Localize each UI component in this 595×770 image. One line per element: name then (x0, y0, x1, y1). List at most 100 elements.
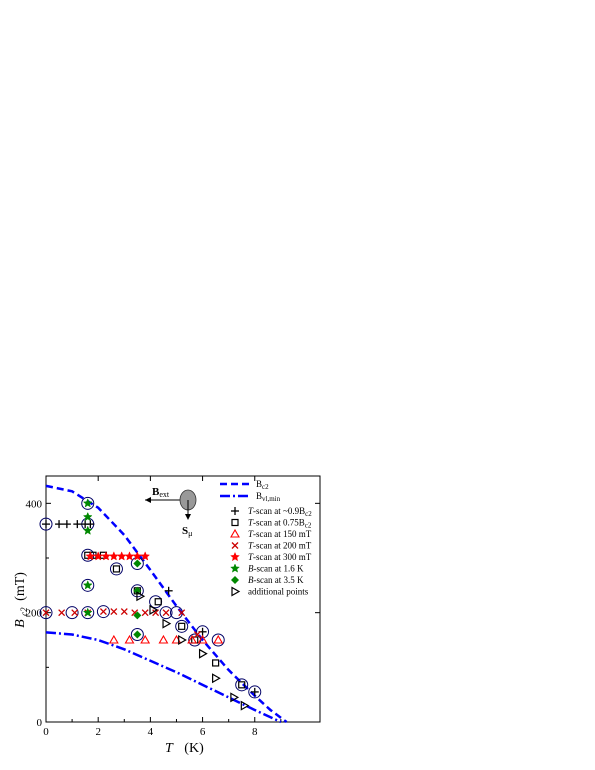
curve-2 (45, 631, 282, 724)
legend-curve-sub: vl,min (262, 495, 281, 503)
point-series-1 (42, 520, 50, 529)
x-tick-label: 0 (43, 726, 49, 738)
triangle-shape (197, 634, 208, 644)
point-series-1 (86, 520, 95, 529)
y-tick-label: 0 (37, 717, 43, 729)
smu-sub: μ (188, 529, 192, 538)
legend-sub: c2 (305, 522, 312, 530)
diamond-shape (231, 576, 239, 584)
x-stroke-b (141, 609, 149, 617)
point-series-4 (42, 609, 50, 617)
point-series-8 (149, 604, 159, 615)
triangle-right-shape (178, 634, 187, 646)
point-series-4 (193, 631, 201, 638)
circled-point (130, 628, 144, 642)
legend-marker (231, 586, 241, 597)
legend-series-label: T-scan at 0.75Bc2 (248, 518, 312, 530)
legend-italic: B (248, 575, 254, 585)
point-series-3 (213, 634, 224, 644)
star-shape (82, 511, 93, 522)
circled-point (159, 606, 173, 620)
legend-marker (230, 563, 240, 573)
x-axis-unit: (K) (184, 741, 204, 756)
star-shape (82, 580, 93, 590)
x-tick-label: 8 (252, 726, 258, 738)
point-series-3 (197, 634, 208, 644)
point-series-4 (141, 609, 149, 617)
circled-point (196, 625, 210, 639)
circled-point (109, 562, 123, 576)
square-shape (112, 565, 121, 573)
point-series-4 (162, 609, 170, 617)
point-series-1 (164, 586, 173, 595)
legend-series-label: additional points (248, 587, 309, 597)
x-stroke-b (178, 609, 186, 617)
legend-series-label: T-scan at 300 mT (248, 552, 312, 562)
star-shape (230, 563, 240, 573)
triangle-right-shape (240, 700, 250, 711)
point-series-7 (133, 586, 142, 595)
point-series-4 (178, 609, 186, 617)
inset-schematic: Bext Sμ (145, 486, 197, 538)
x-stroke-b (120, 608, 128, 616)
y-axis-symbol: B (13, 619, 28, 628)
legend-italic: B (248, 564, 254, 574)
point-series-5 (124, 551, 135, 561)
legend-italic: T (248, 541, 254, 551)
triangle-right-shape (231, 586, 241, 597)
triangle-right-shape (198, 648, 208, 659)
point-series-3 (187, 634, 198, 644)
smu-arrow-head (185, 514, 191, 520)
point-series-1 (55, 520, 64, 529)
point-series-7 (133, 630, 142, 639)
star-shape (124, 551, 135, 561)
legend-marker (231, 507, 239, 515)
legend-curve-label: Bc2 (256, 479, 269, 491)
diamond-shape (133, 586, 142, 595)
bext-arrow-head (145, 497, 151, 503)
point-series-6 (82, 525, 93, 535)
legend-italic: T (248, 529, 254, 539)
star-shape (230, 551, 240, 562)
triangle-shape (230, 528, 240, 538)
star-shape (82, 525, 93, 535)
point-series-2 (112, 565, 121, 573)
legend-series-label: T-scan at 150 mT (248, 529, 312, 539)
diamond-shape (133, 611, 142, 620)
point-series-2 (178, 622, 186, 630)
bext-sub: ext (159, 490, 170, 499)
legend-italic: T (248, 518, 254, 528)
point-series-3 (140, 634, 151, 644)
point-series-8 (198, 648, 208, 659)
triangle-shape (108, 634, 119, 644)
star-shape (82, 607, 93, 617)
x-stroke-b (110, 608, 118, 616)
circled-point (81, 606, 95, 620)
point-series-1 (250, 687, 259, 696)
legend-rest: -scan at ~0.9B (253, 506, 305, 516)
legend-curve-sub: c2 (262, 483, 269, 491)
x-tick-label: 6 (200, 726, 206, 738)
x-stroke-b (193, 631, 201, 638)
circled-point (39, 517, 53, 531)
legend-rest: additional points (248, 587, 309, 597)
legend-marker (230, 528, 240, 538)
point-series-2 (154, 598, 162, 606)
triangle-right-shape (149, 604, 159, 615)
triangle-shape (140, 634, 151, 644)
x-stroke-b (162, 609, 170, 617)
point-series-1 (73, 520, 82, 529)
point-series-7 (133, 611, 142, 620)
legend-curve-label: Bvl,min (256, 491, 281, 503)
diamond-shape (133, 630, 142, 639)
point-series-3 (158, 634, 169, 644)
star-shape (116, 551, 127, 561)
legend-rest: -scan at 200 mT (253, 541, 312, 551)
star-shape (108, 551, 119, 561)
point-series-6 (82, 498, 93, 508)
legend-marker (231, 518, 239, 527)
triangle-shape (158, 634, 169, 644)
y-axis-unit: (mT) (13, 572, 28, 601)
